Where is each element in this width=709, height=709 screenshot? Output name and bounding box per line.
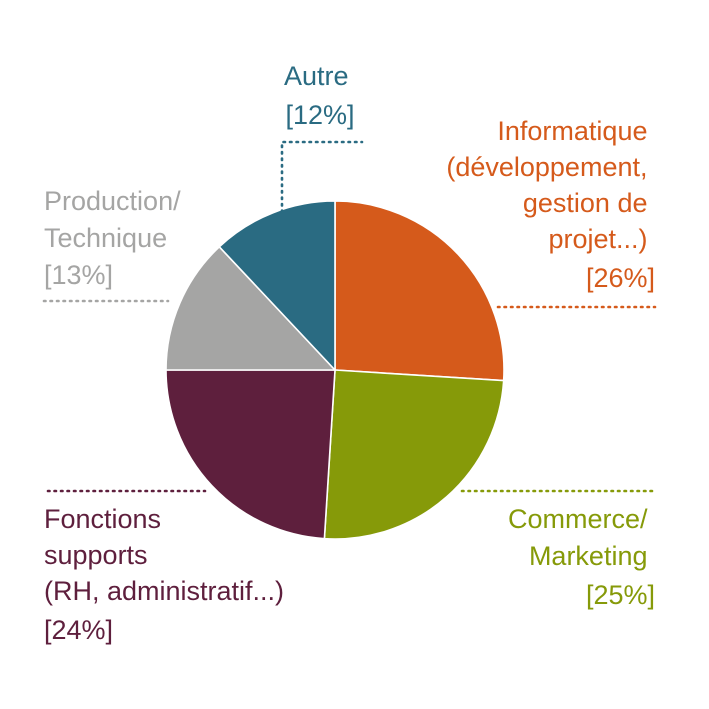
slice-label-autre: Autre [12%] bbox=[284, 61, 356, 130]
slice-label-fonctions: Fonctions supports (RH, administratif...… bbox=[44, 504, 292, 645]
pie-slice-production bbox=[165, 246, 336, 371]
pie-slice-autre bbox=[218, 200, 336, 371]
pie-slice-commerce bbox=[323, 369, 505, 540]
slice-label-production: Production/ Technique [13%] bbox=[44, 186, 188, 290]
pie-slice-informatique bbox=[334, 200, 505, 382]
leader-line-autre bbox=[280, 140, 364, 214]
slice-label-commerce: Commerce/ Marketing [25%] bbox=[508, 504, 655, 610]
leader-lines bbox=[42, 140, 657, 493]
pie-slice-fonctions bbox=[165, 369, 336, 540]
slice-label-informatique: Informatique (développement, gestion de … bbox=[446, 116, 655, 293]
pie-slices bbox=[165, 200, 505, 540]
